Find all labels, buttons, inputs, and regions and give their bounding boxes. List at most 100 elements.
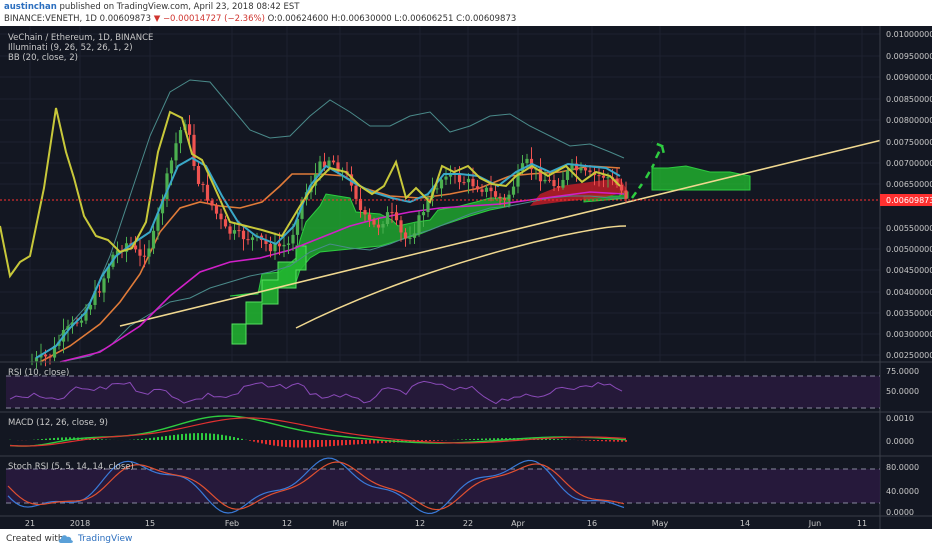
macd-bar bbox=[141, 438, 143, 440]
candle-body bbox=[493, 191, 498, 197]
candle-body bbox=[93, 291, 97, 305]
stoch-k-line bbox=[7, 457, 625, 515]
candle-body bbox=[52, 345, 57, 358]
candle-body bbox=[210, 200, 214, 206]
macd-bar bbox=[489, 438, 491, 440]
candle-body bbox=[327, 160, 331, 168]
candle-body bbox=[543, 179, 547, 182]
candle-body bbox=[367, 214, 372, 220]
candle-body bbox=[394, 212, 399, 221]
candle-body bbox=[318, 161, 322, 174]
author-link[interactable]: austinchan bbox=[4, 2, 57, 12]
candle-body bbox=[385, 212, 390, 225]
price-label: 0.00550000 bbox=[886, 224, 932, 233]
ichimoku-cloud-lower bbox=[229, 193, 511, 297]
candle-body bbox=[547, 179, 552, 181]
tradingview-brand[interactable]: TradingView bbox=[78, 534, 133, 544]
macd-bar bbox=[625, 440, 627, 442]
macd-bar bbox=[201, 433, 203, 440]
candle-body bbox=[106, 266, 111, 279]
macd-bar bbox=[361, 440, 363, 445]
candlesticks bbox=[30, 115, 628, 369]
macd-bar bbox=[149, 438, 151, 440]
candle-body bbox=[237, 230, 241, 232]
candle-body bbox=[444, 176, 448, 180]
macd-bar bbox=[309, 440, 311, 448]
time-label: 22 bbox=[463, 519, 473, 528]
price-axis[interactable] bbox=[880, 26, 932, 529]
price-label: 0.00400000 bbox=[886, 288, 932, 297]
stoch-tick-80: 80.0000 bbox=[886, 463, 919, 472]
tenkan-line bbox=[0, 107, 621, 279]
candle-body bbox=[205, 184, 210, 201]
candle-body bbox=[156, 213, 160, 231]
time-label: 12 bbox=[282, 519, 292, 528]
macd-bar bbox=[61, 437, 63, 440]
trendline-lower bbox=[295, 225, 627, 329]
rsi-line bbox=[9, 380, 623, 405]
candle-body bbox=[165, 173, 169, 200]
candle-body bbox=[538, 168, 543, 182]
candle-body bbox=[232, 230, 237, 234]
macd-bar bbox=[501, 438, 503, 440]
current-price-badge-text: 0.00609873 bbox=[886, 196, 932, 205]
candle-body bbox=[138, 249, 142, 256]
macd-bar bbox=[469, 439, 471, 440]
main-pane[interactable]: VeChain / Ethereum, 1D, BINANCE Illumina… bbox=[0, 26, 883, 369]
chart-header: austinchan published on TradingView.com,… bbox=[0, 0, 932, 26]
macd-bar bbox=[353, 440, 355, 445]
macd-label: MACD (12, 26, close, 9) bbox=[8, 418, 108, 428]
candle-body bbox=[498, 196, 502, 199]
macd-bar bbox=[585, 440, 587, 441]
candle-body bbox=[277, 243, 282, 247]
candle-body bbox=[466, 178, 471, 183]
rsi-pane[interactable]: RSI (10, close) 75.0000 50.0000 bbox=[6, 367, 919, 409]
candle-body bbox=[381, 224, 385, 228]
candle-body bbox=[475, 186, 480, 190]
price-label: 0.00900000 bbox=[886, 73, 932, 82]
macd-bar bbox=[221, 434, 223, 440]
time-label: Feb bbox=[225, 519, 239, 528]
candle-body bbox=[219, 213, 223, 220]
macd-bar bbox=[405, 440, 407, 443]
candle-body bbox=[349, 174, 354, 186]
stoch-rsi-pane[interactable]: Stoch RSI (5, 5, 14, 14, close) 80.0000 … bbox=[6, 457, 919, 517]
macd-bar bbox=[193, 433, 195, 440]
candle-body bbox=[102, 278, 106, 293]
price-label: 0.00300000 bbox=[886, 330, 932, 339]
candle-body bbox=[579, 167, 583, 171]
main-pane-title: VeChain / Ethereum, 1D, BINANCE bbox=[8, 33, 153, 43]
candle-body bbox=[601, 175, 606, 178]
price-label: 0.01000000 bbox=[886, 30, 932, 39]
macd-bar bbox=[609, 440, 611, 442]
chart-svg[interactable]: VeChain / Ethereum, 1D, BINANCE Illumina… bbox=[0, 26, 932, 529]
macd-bar bbox=[481, 438, 483, 440]
macd-bar bbox=[237, 437, 239, 440]
macd-bar bbox=[493, 438, 495, 440]
candle-body bbox=[354, 185, 358, 199]
macd-bar bbox=[545, 438, 547, 440]
chart-area[interactable]: VeChain / Ethereum, 1D, BINANCE Illumina… bbox=[0, 26, 932, 529]
candle-body bbox=[273, 243, 277, 252]
macd-bar bbox=[225, 435, 227, 440]
macd-bar bbox=[45, 438, 47, 440]
macd-bar bbox=[305, 440, 307, 448]
time-axis[interactable]: 21 2018 15 Feb 12 Mar 12 22 Apr 16 May 14 Jun 11 bbox=[25, 519, 867, 528]
candle-body bbox=[223, 219, 228, 227]
macd-bar bbox=[137, 439, 139, 440]
candle-body bbox=[574, 163, 579, 171]
candle-body bbox=[246, 239, 250, 241]
time-label: Jun bbox=[808, 519, 822, 528]
macd-bar bbox=[477, 438, 479, 440]
macd-pane[interactable]: MACD (12, 26, close, 9) 0.0010 0.0000 bbox=[8, 414, 914, 448]
candle-body bbox=[142, 255, 147, 257]
macd-bar bbox=[437, 440, 439, 441]
macd-bar bbox=[285, 440, 287, 447]
symbol-label: BINANCE:VENETH, 1D bbox=[4, 14, 97, 24]
macd-bar bbox=[289, 440, 291, 448]
ohlc-line: BINANCE:VENETH, 1D 0.00609873 ▼ −0.00014… bbox=[4, 14, 516, 24]
macd-bar bbox=[325, 440, 327, 447]
macd-bar bbox=[65, 437, 67, 440]
macd-bar bbox=[525, 438, 527, 440]
macd-bar bbox=[269, 440, 271, 445]
